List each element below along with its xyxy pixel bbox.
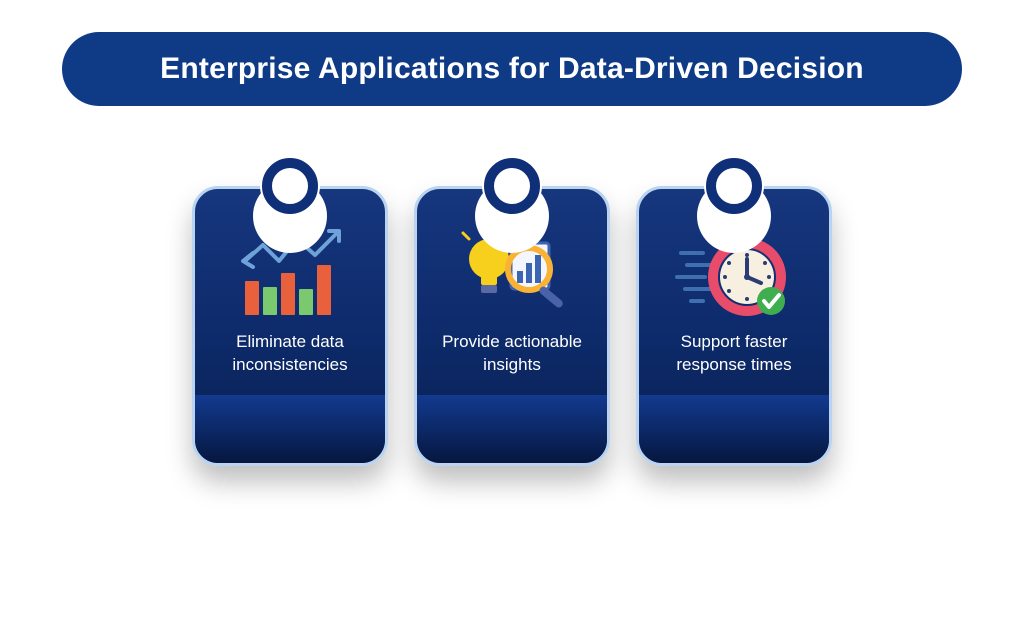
label-line-1: Eliminate data — [236, 332, 344, 351]
card-bottom-gloss — [195, 395, 385, 463]
card-response: Support faster response times — [636, 158, 832, 466]
label-line-2: response times — [676, 355, 791, 374]
card-label: Support faster response times — [666, 331, 801, 377]
card-body: Eliminate data inconsistencies — [192, 186, 388, 466]
title-pill: Enterprise Applications for Data-Driven … — [62, 32, 962, 106]
card-bottom-gloss — [417, 395, 607, 463]
cards-row: Eliminate data inconsistencies — [0, 158, 1024, 466]
card-bottom-gloss — [639, 395, 829, 463]
card-insights: Provide actionable insights — [414, 158, 610, 466]
label-line-1: Support faster — [681, 332, 788, 351]
card-ring — [706, 158, 762, 214]
card-label: Provide actionable insights — [432, 331, 592, 377]
card-ring — [262, 158, 318, 214]
label-line-2: inconsistencies — [232, 355, 347, 374]
card-label: Eliminate data inconsistencies — [222, 331, 357, 377]
card-body: Provide actionable insights — [414, 186, 610, 466]
label-line-2: insights — [483, 355, 541, 374]
card-ring — [484, 158, 540, 214]
card-eliminate: Eliminate data inconsistencies — [192, 158, 388, 466]
card-body: Support faster response times — [636, 186, 832, 466]
label-line-1: Provide actionable — [442, 332, 582, 351]
